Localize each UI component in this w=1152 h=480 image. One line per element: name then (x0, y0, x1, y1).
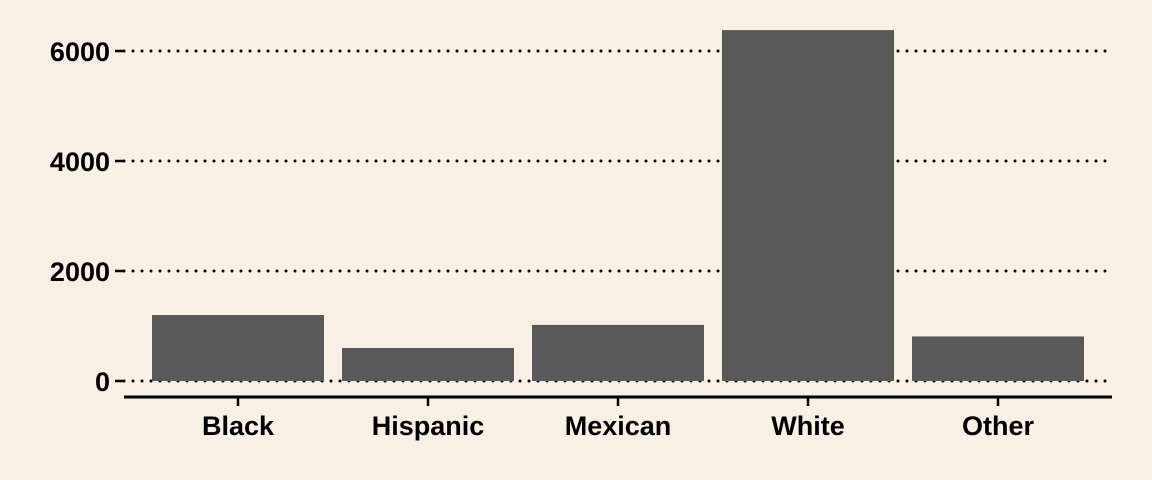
bars (152, 30, 1084, 381)
y-tick-label: 0 (95, 367, 110, 397)
x-tick-label-mexican: Mexican (565, 411, 672, 441)
x-tick-label-black: Black (202, 411, 275, 441)
bar-hispanic (342, 348, 514, 381)
tick-labels: 0 2000 4000 6000 Black Hispanic Mexican White Ot… (50, 37, 1035, 441)
y-tick-label: 6000 (50, 37, 110, 67)
y-tick-label: 4000 (50, 147, 110, 177)
bar-other (912, 336, 1084, 381)
bar-white (722, 30, 894, 381)
y-tick-label: 2000 (50, 257, 110, 287)
x-tick-label-hispanic: Hispanic (372, 411, 485, 441)
bar-mexican (532, 324, 704, 381)
x-tick-label-other: Other (962, 411, 1035, 441)
axes (115, 49, 1112, 406)
x-tick-label-white: White (771, 411, 845, 441)
bar-black (152, 315, 324, 381)
